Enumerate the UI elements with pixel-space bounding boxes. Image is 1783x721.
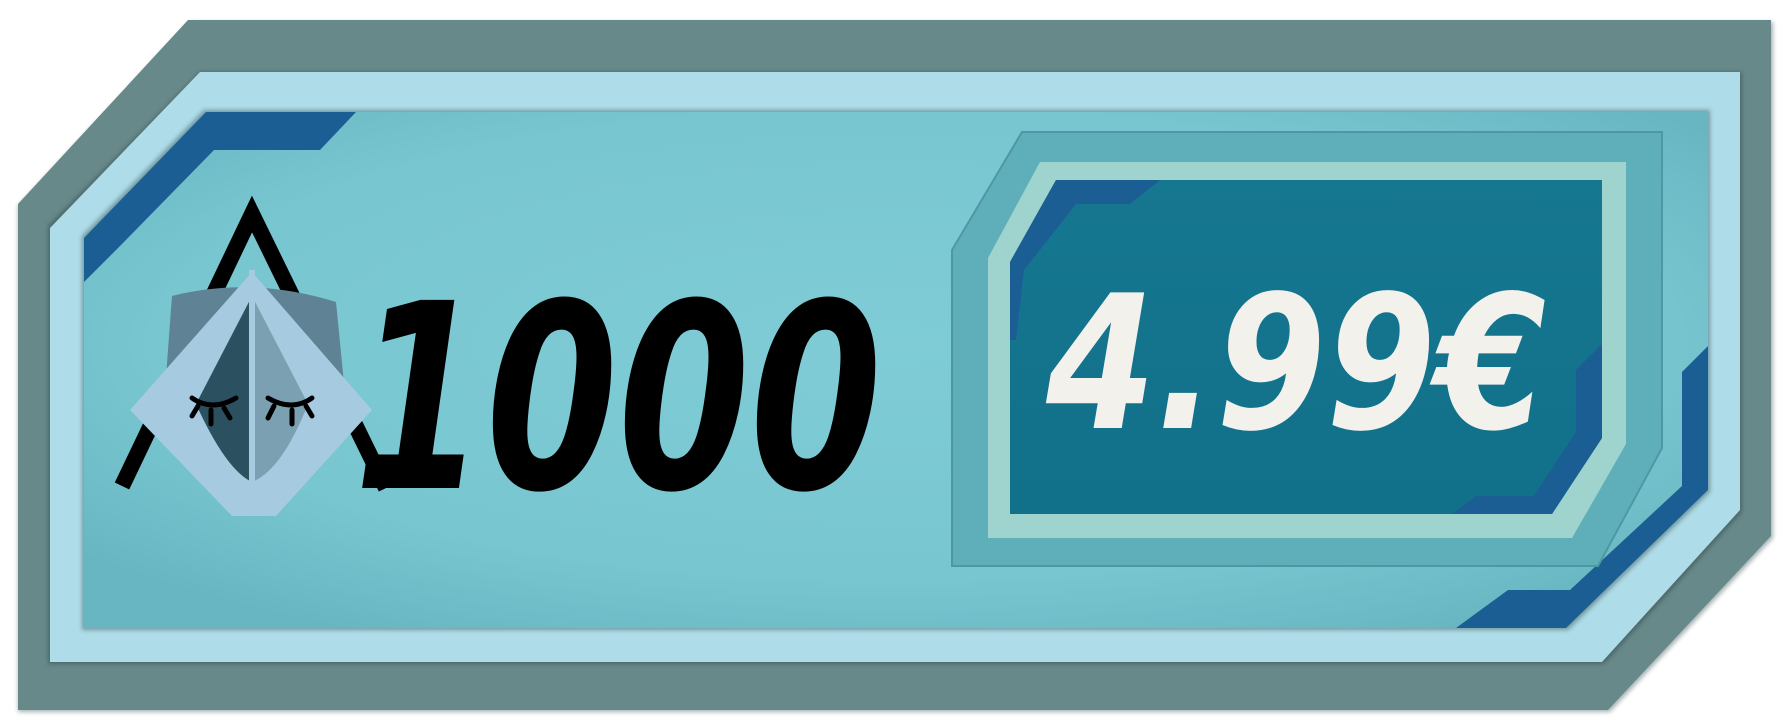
purchase-price-button[interactable]: 4.99€ bbox=[951, 131, 1663, 567]
price-corner-accent-bottom-right bbox=[1452, 344, 1602, 514]
hooded-creature-icon bbox=[114, 195, 394, 516]
corner-accent-top-left bbox=[84, 112, 356, 282]
price-label: 4.99€ bbox=[1045, 255, 1546, 472]
corner-accent-bottom-right bbox=[1456, 346, 1708, 628]
closed-eyes-icon bbox=[189, 395, 315, 427]
price-corner-accent-top-left bbox=[1010, 180, 1160, 340]
currency-amount: 1000 bbox=[354, 249, 882, 549]
